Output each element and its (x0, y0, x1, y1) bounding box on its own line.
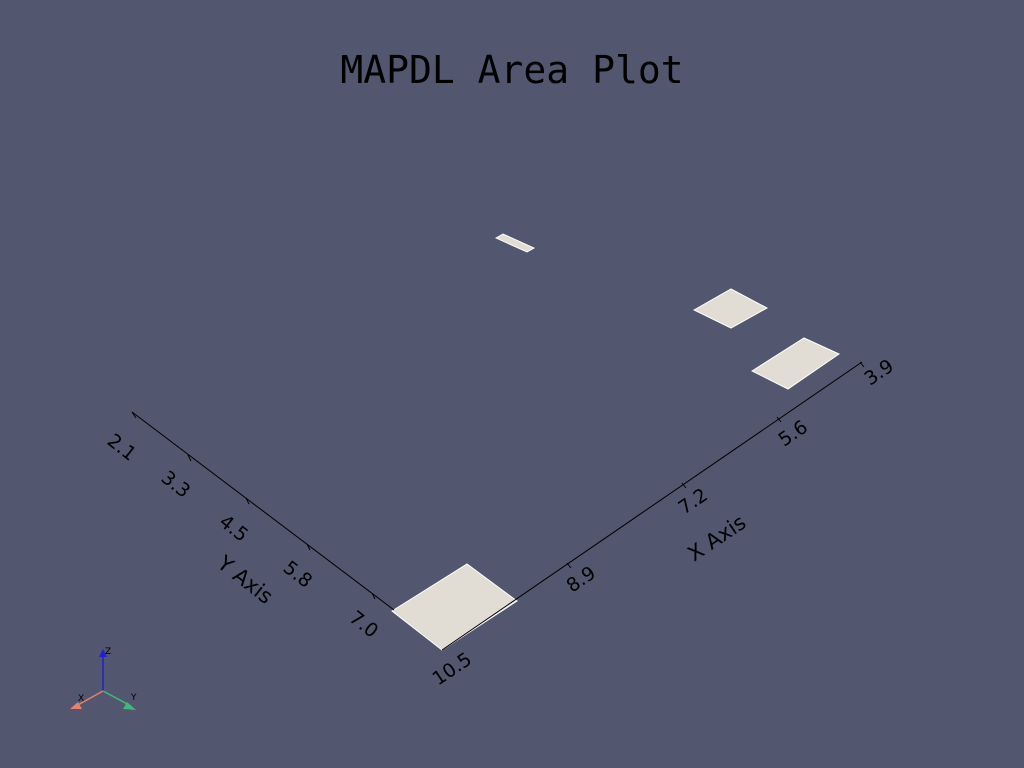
y-tick-mark (245, 497, 250, 505)
x-tick-label: 8.9 (562, 562, 599, 597)
x-tick-mark (859, 361, 865, 368)
triad-z-label: Z (105, 647, 111, 657)
area-group (391, 233, 841, 651)
x-tick-label: 3.9 (860, 355, 897, 390)
area-right (750, 337, 841, 390)
x-axis-line (441, 361, 863, 651)
orientation-triad: Z X Y (70, 647, 137, 710)
triad-y-arrowhead (123, 702, 136, 710)
triad-z-arrowhead (99, 649, 107, 657)
y-tick-label: 4.5 (215, 511, 252, 547)
plot-title: MAPDL Area Plot (340, 48, 684, 92)
y-axis-ticks (131, 411, 376, 600)
triad-x-label: X (78, 694, 84, 704)
area-large-corner (391, 563, 518, 651)
x-tick-label: 10.5 (428, 648, 475, 690)
x-tick-label: 7.2 (674, 484, 711, 519)
y-tick-mark (306, 543, 311, 551)
triad-x-arrowhead (70, 702, 82, 709)
y-tick-mark (371, 592, 376, 600)
y-tick-label: 2.1 (103, 430, 140, 466)
triad-x-axis (75, 690, 104, 707)
x-tick-mark (681, 482, 687, 489)
y-axis-title: Y Axis (212, 550, 277, 608)
x-tick-mark (566, 562, 572, 569)
x-axis-title: X Axis (683, 510, 750, 566)
y-axis-line (131, 411, 395, 611)
y-tick-mark (187, 454, 192, 462)
area-small-top (494, 233, 536, 253)
y-tick-label: 7.0 (345, 607, 382, 643)
triad-y-label: Y (130, 693, 137, 703)
x-axis-ticks (566, 361, 865, 569)
y-tick-mark (131, 411, 137, 419)
area-mid-right (692, 288, 769, 329)
y-tick-label: 3.3 (157, 467, 194, 503)
y-tick-label: 5.8 (279, 557, 316, 593)
x-tick-mark (776, 416, 782, 423)
